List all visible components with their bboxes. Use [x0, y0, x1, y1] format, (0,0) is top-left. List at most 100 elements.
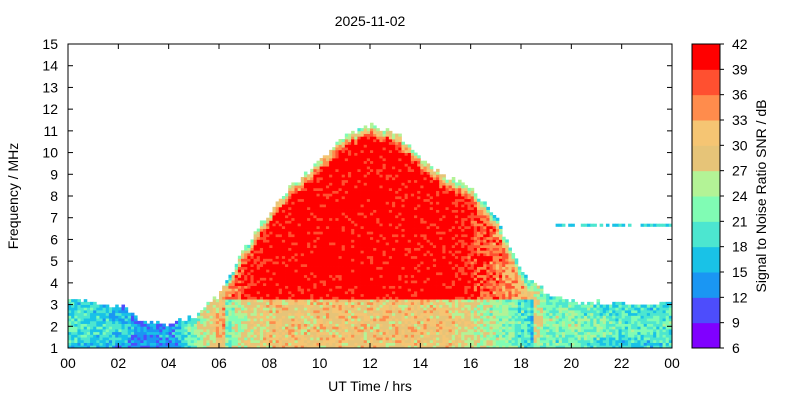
heat-cell: [263, 296, 267, 300]
heat-cell: [212, 312, 217, 316]
heat-cell: [376, 280, 380, 284]
heat-cell: [272, 331, 277, 335]
heat-cell: [250, 310, 255, 314]
heat-cell: [426, 293, 431, 297]
heat-cell: [385, 147, 390, 151]
heat-cell: [127, 345, 132, 349]
heat-cell: [193, 323, 198, 327]
heat-cell: [332, 304, 336, 308]
heat-cell: [395, 234, 399, 238]
heat-cell: [300, 215, 305, 219]
heat-cell: [398, 139, 402, 143]
heat-cell: [398, 212, 402, 216]
heat-cell: [432, 258, 437, 262]
heat-cell: [281, 198, 286, 202]
heat-cell: [325, 274, 330, 278]
heat-cell: [395, 141, 399, 145]
heat-cell: [370, 141, 374, 145]
heat-cell: [310, 215, 314, 219]
heat-cell: [376, 187, 380, 191]
heat-cell: [313, 337, 317, 341]
heat-cell: [357, 225, 361, 229]
heat-cell: [294, 331, 299, 335]
heat-cell: [379, 339, 383, 343]
heat-cell: [329, 274, 333, 278]
heat-cell: [307, 304, 311, 308]
heat-cell: [303, 318, 308, 322]
heat-cell: [357, 196, 361, 200]
heat-cell: [329, 263, 333, 267]
heat-cell: [329, 190, 333, 194]
heat-cell: [417, 201, 421, 205]
heat-cell: [426, 345, 431, 349]
heat-cell: [357, 158, 361, 162]
heat-cell: [366, 212, 371, 216]
heat-cell: [325, 198, 330, 202]
heat-cell: [300, 250, 305, 254]
heat-cell: [310, 331, 314, 335]
heat-cell: [269, 301, 273, 305]
heat-cell: [423, 190, 428, 194]
heat-cell: [401, 291, 406, 295]
heat-cell: [200, 339, 204, 343]
heat-cell: [307, 231, 311, 235]
heat-cell: [294, 239, 299, 243]
heat-cell: [332, 215, 336, 219]
heat-cell: [313, 209, 317, 213]
heat-cell: [77, 342, 81, 346]
heat-cell: [366, 215, 371, 219]
heat-cell: [137, 329, 141, 333]
heat-cell: [99, 307, 104, 311]
heat-cell: [407, 198, 412, 202]
heat-cell: [344, 179, 349, 183]
heat-cell: [300, 329, 305, 333]
heat-cell: [376, 185, 380, 189]
heat-cell: [215, 326, 220, 330]
heat-cell: [388, 236, 393, 240]
heat-cell: [212, 304, 217, 308]
heat-cell: [297, 201, 302, 205]
heat-cell: [329, 329, 333, 333]
heat-cell: [395, 204, 399, 208]
heat-cell: [417, 263, 421, 267]
heat-cell: [385, 163, 390, 167]
heat-cell: [357, 139, 361, 143]
heat-cell: [429, 310, 434, 314]
heat-cell: [102, 323, 107, 327]
heat-cell: [329, 174, 333, 178]
heat-cell: [275, 239, 280, 243]
heat-cell: [432, 239, 437, 243]
heat-cell: [335, 204, 339, 208]
heat-cell: [357, 234, 361, 238]
heat-cell: [181, 329, 185, 333]
heat-cell: [385, 179, 390, 183]
heat-cell: [146, 326, 151, 330]
heat-cell: [373, 174, 377, 178]
heat-cell: [193, 329, 198, 333]
heat-cell: [357, 301, 361, 305]
heat-cell: [366, 228, 371, 232]
heat-cell: [291, 293, 295, 297]
heat-cell: [347, 228, 352, 232]
heat-cell: [335, 158, 339, 162]
heat-cell: [71, 318, 75, 322]
heat-cell: [222, 285, 226, 289]
heat-cell: [307, 250, 311, 254]
heat-cell: [316, 209, 321, 213]
heat-cell: [351, 212, 355, 216]
heat-cell: [417, 177, 421, 181]
heat-cell: [77, 315, 81, 319]
heat-cell: [417, 334, 421, 338]
heat-cell: [335, 296, 339, 300]
heat-cell: [307, 263, 311, 267]
heat-cell: [297, 293, 302, 297]
heat-cell: [219, 299, 223, 303]
heat-cell: [341, 228, 346, 232]
heat-cell: [373, 244, 377, 248]
heat-cell: [310, 282, 314, 286]
heat-cell: [392, 236, 396, 240]
heat-cell: [382, 296, 387, 300]
heat-cell: [322, 337, 327, 341]
heat-cell: [382, 196, 387, 200]
heat-cell: [319, 239, 324, 243]
